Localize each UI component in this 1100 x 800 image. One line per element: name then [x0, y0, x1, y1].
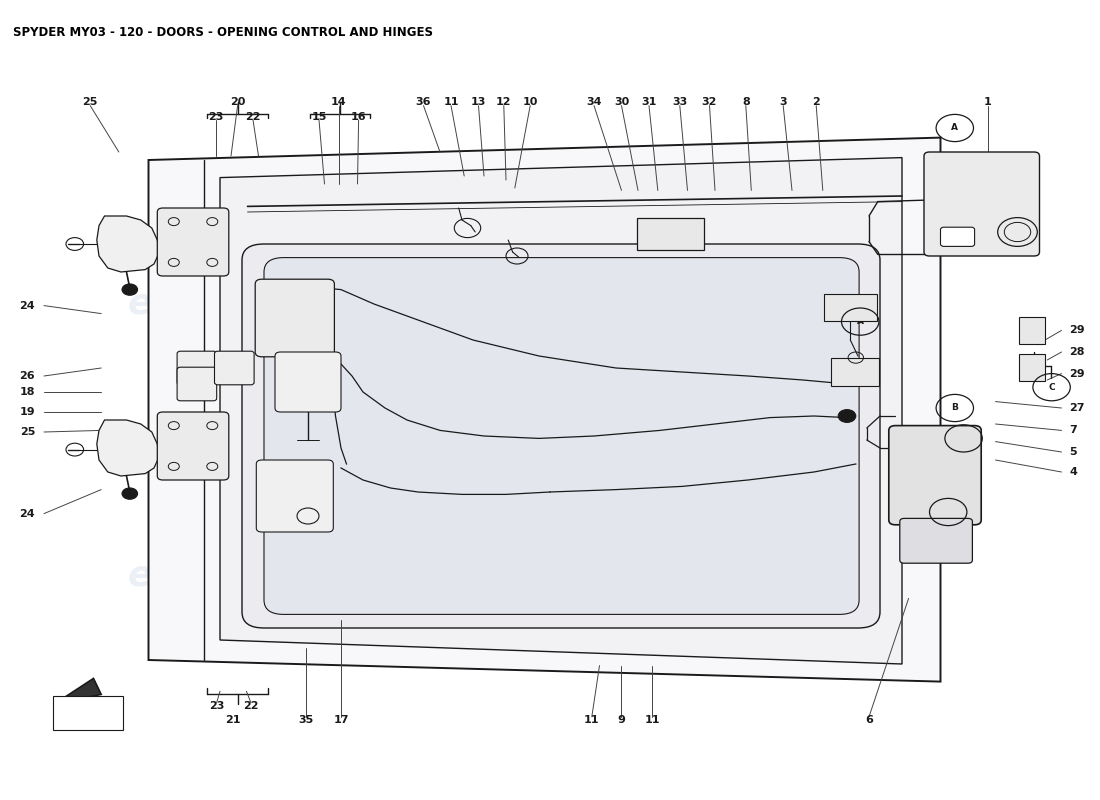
- Text: 29: 29: [1069, 326, 1085, 335]
- Text: 4: 4: [1069, 467, 1077, 477]
- Text: 12: 12: [496, 98, 512, 107]
- Text: 21: 21: [226, 715, 241, 725]
- Text: 31: 31: [641, 98, 657, 107]
- FancyBboxPatch shape: [275, 352, 341, 412]
- Circle shape: [838, 410, 856, 422]
- Text: B: B: [952, 403, 958, 413]
- Text: eurospares: eurospares: [612, 287, 840, 321]
- Text: 34: 34: [586, 98, 602, 107]
- FancyBboxPatch shape: [637, 218, 704, 250]
- Text: 25: 25: [82, 98, 98, 107]
- FancyBboxPatch shape: [242, 244, 880, 628]
- Text: 24: 24: [20, 301, 35, 310]
- FancyBboxPatch shape: [889, 426, 981, 525]
- FancyBboxPatch shape: [157, 412, 229, 480]
- Text: 8: 8: [741, 98, 750, 107]
- Text: 33: 33: [672, 98, 688, 107]
- Text: 24: 24: [20, 509, 35, 518]
- Polygon shape: [97, 420, 160, 476]
- Text: 5: 5: [1069, 447, 1077, 457]
- FancyBboxPatch shape: [214, 351, 254, 385]
- Text: eurospares: eurospares: [128, 559, 356, 593]
- Text: 25: 25: [20, 427, 35, 437]
- Text: 9: 9: [617, 715, 626, 725]
- FancyBboxPatch shape: [1019, 354, 1045, 381]
- FancyBboxPatch shape: [256, 460, 333, 532]
- Text: C: C: [960, 434, 967, 443]
- Text: 11: 11: [584, 715, 600, 725]
- Text: 30: 30: [614, 98, 629, 107]
- Text: 29: 29: [1069, 369, 1085, 378]
- Text: eurospares: eurospares: [612, 559, 840, 593]
- Circle shape: [122, 284, 138, 295]
- Text: eurospares: eurospares: [128, 287, 356, 321]
- FancyBboxPatch shape: [1019, 317, 1045, 344]
- Text: 23: 23: [209, 701, 224, 710]
- Text: 20: 20: [230, 98, 245, 107]
- FancyBboxPatch shape: [177, 367, 217, 401]
- Text: 3: 3: [780, 98, 786, 107]
- FancyBboxPatch shape: [824, 294, 877, 321]
- Text: 36: 36: [416, 98, 431, 107]
- Text: SPYDER MY03 - 120 - DOORS - OPENING CONTROL AND HINGES: SPYDER MY03 - 120 - DOORS - OPENING CONT…: [13, 26, 433, 38]
- Text: B: B: [945, 507, 952, 517]
- Text: 16: 16: [351, 112, 366, 122]
- FancyBboxPatch shape: [940, 227, 975, 246]
- FancyBboxPatch shape: [924, 152, 1040, 256]
- FancyBboxPatch shape: [900, 518, 972, 563]
- Text: 17: 17: [333, 715, 349, 725]
- Polygon shape: [60, 678, 101, 714]
- Text: 13: 13: [471, 98, 486, 107]
- Text: 10: 10: [522, 98, 538, 107]
- Circle shape: [122, 488, 138, 499]
- Text: 15: 15: [311, 112, 327, 122]
- Text: 32: 32: [702, 98, 717, 107]
- FancyBboxPatch shape: [830, 358, 879, 386]
- Text: 1: 1: [983, 98, 992, 107]
- FancyBboxPatch shape: [177, 351, 217, 385]
- Text: A: A: [952, 123, 958, 133]
- Text: 6: 6: [865, 715, 873, 725]
- Text: 35: 35: [298, 715, 314, 725]
- Polygon shape: [148, 138, 940, 682]
- FancyBboxPatch shape: [157, 208, 229, 276]
- Text: 22: 22: [245, 112, 261, 122]
- Text: 22: 22: [243, 701, 258, 710]
- Polygon shape: [97, 216, 160, 272]
- Text: 11: 11: [443, 98, 459, 107]
- Text: 28: 28: [1069, 347, 1085, 357]
- Text: 14: 14: [331, 98, 346, 107]
- Text: 23: 23: [208, 112, 223, 122]
- FancyBboxPatch shape: [53, 696, 123, 730]
- Text: 7: 7: [1069, 426, 1077, 435]
- Text: 26: 26: [20, 371, 35, 381]
- Text: 18: 18: [20, 387, 35, 397]
- Text: 19: 19: [20, 407, 35, 417]
- FancyBboxPatch shape: [264, 258, 859, 614]
- Text: 2: 2: [812, 98, 821, 107]
- FancyBboxPatch shape: [255, 279, 334, 357]
- Text: C: C: [1048, 382, 1055, 392]
- Text: 11: 11: [645, 715, 660, 725]
- Text: A: A: [857, 317, 864, 326]
- Polygon shape: [220, 158, 902, 664]
- Text: 27: 27: [1069, 403, 1085, 413]
